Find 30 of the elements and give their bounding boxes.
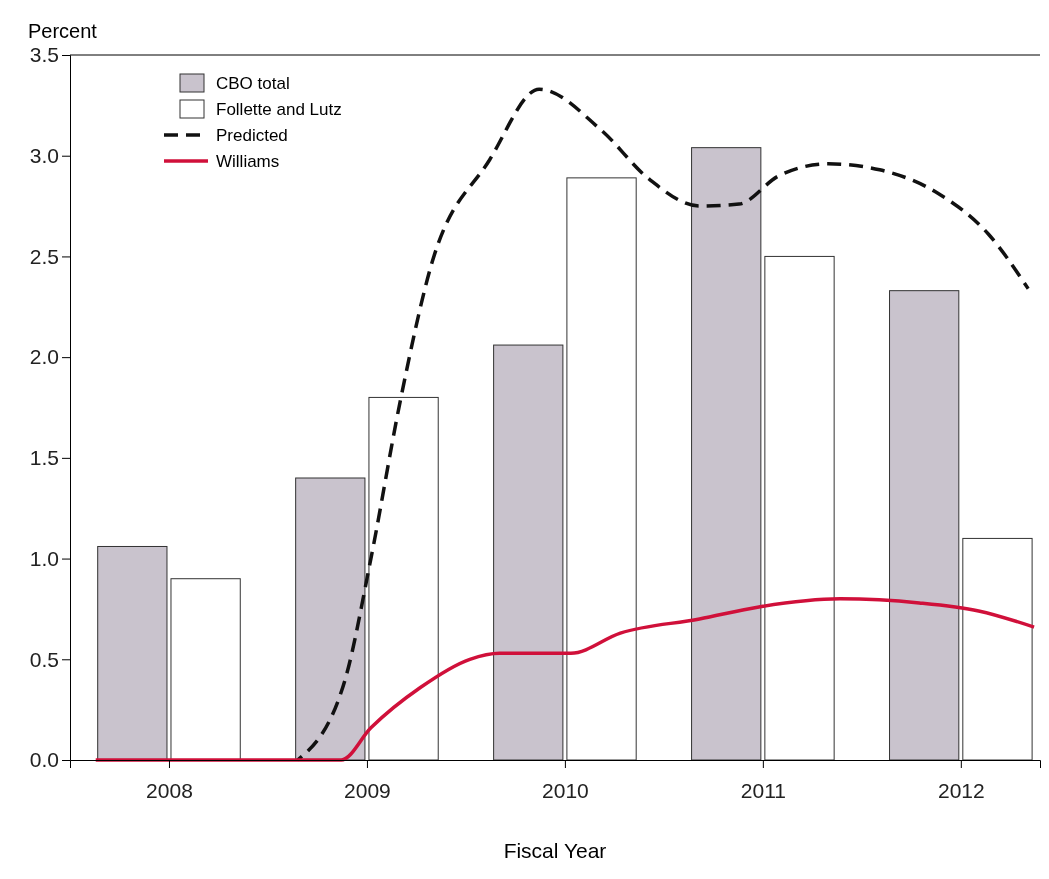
legend-label: Predicted: [216, 126, 288, 145]
bar: [295, 477, 366, 761]
y-tick-label: 0.5: [29, 647, 59, 671]
bar: [368, 396, 439, 761]
legend-label: Follette and Lutz: [216, 100, 342, 119]
legend-label: CBO total: [216, 74, 290, 93]
bar: [170, 578, 241, 761]
y-tick-label: 2.5: [29, 244, 59, 268]
y-tick-label: 3.0: [29, 143, 59, 167]
y-tick-label: 3.5: [29, 43, 59, 67]
y-tick-label: 0.0: [29, 748, 59, 772]
y-tick-label: 1.0: [29, 546, 59, 570]
legend-label: Williams: [216, 152, 280, 171]
x-axis-title: Fiscal Year: [503, 839, 607, 862]
bar: [566, 177, 637, 761]
x-tick-label: 2011: [740, 779, 786, 803]
x-tick-label: 2010: [542, 779, 589, 803]
x-tick-label: 2012: [937, 779, 985, 803]
x-tick-label: 2009: [344, 779, 391, 803]
bar: [889, 290, 960, 761]
x-tick-label: 2008: [146, 779, 193, 803]
bar: [691, 147, 762, 761]
bar: [97, 545, 168, 761]
y-axis-title: Percent: [28, 20, 98, 42]
y-tick-label: 1.5: [29, 446, 59, 470]
bar: [764, 255, 835, 761]
bar: [493, 344, 564, 761]
line-series: [93, 597, 1036, 762]
bar: [962, 537, 1033, 761]
y-tick-label: 2.0: [29, 345, 59, 369]
